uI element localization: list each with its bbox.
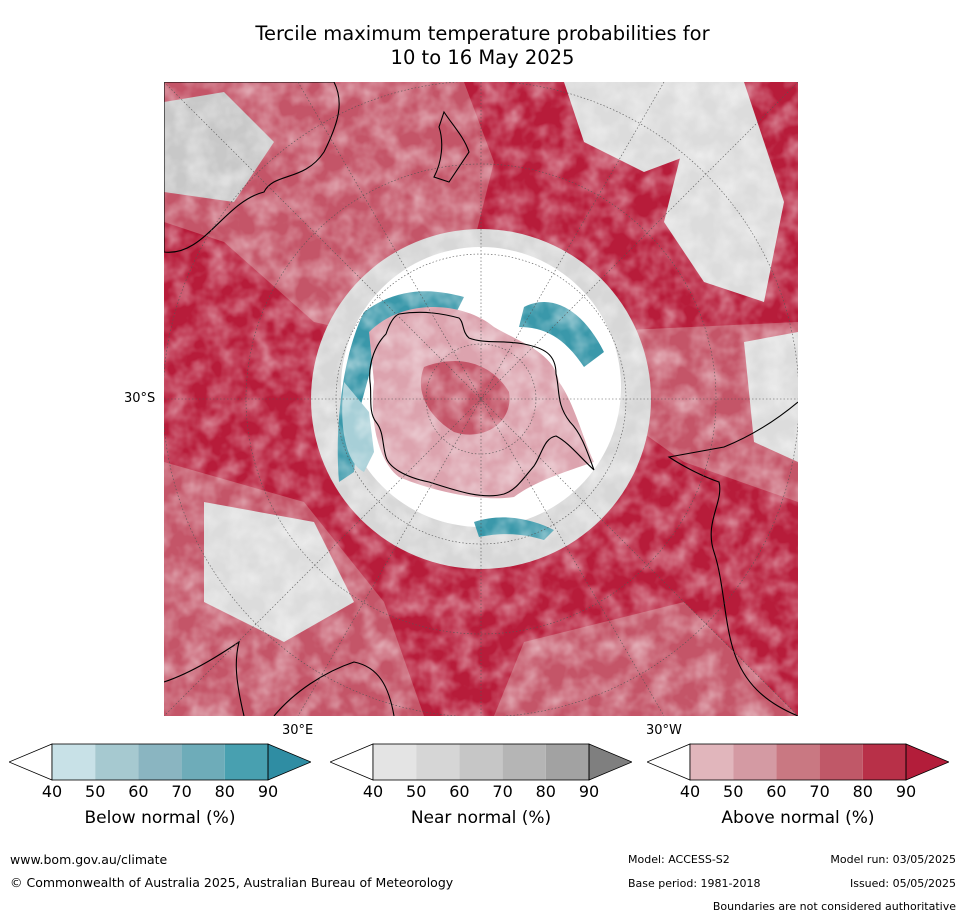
issued-text: Issued: 05/05/2025 bbox=[849, 877, 956, 890]
colorbar-tick-label: 50 bbox=[723, 782, 744, 801]
australia-outline bbox=[164, 82, 340, 253]
colorbar-near-label: Near normal (%) bbox=[410, 808, 552, 828]
longitude-label-30e: 30°E bbox=[282, 723, 314, 738]
model-text: Model: ACCESS-S2 bbox=[628, 853, 730, 866]
colorbar-tick-label: 40 bbox=[41, 782, 63, 801]
colorbar-tick-label: 80 bbox=[535, 782, 556, 801]
colorbar-segment bbox=[819, 744, 863, 780]
colorbar-frame bbox=[51, 743, 269, 781]
colorbar-below-svg bbox=[9, 743, 311, 781]
new-zealand-outline bbox=[433, 110, 470, 183]
antarctica-outline bbox=[369, 311, 595, 497]
colorbar-near-normal bbox=[330, 742, 632, 782]
colorbar-extend-high bbox=[267, 743, 311, 781]
colorbar-tick-label: 70 bbox=[809, 782, 830, 801]
colorbar-segment bbox=[502, 744, 546, 780]
title-line-2: 10 to 16 May 2025 bbox=[390, 46, 575, 69]
colorbar-segment bbox=[862, 744, 906, 780]
colorbar-tick-label: 80 bbox=[852, 782, 873, 801]
colorbar-extend-low bbox=[330, 743, 374, 781]
colorbar-segment bbox=[459, 744, 503, 780]
colorbar-segment bbox=[416, 744, 460, 780]
colorbar-tick-label: 60 bbox=[766, 782, 787, 801]
colorbar-tick-label: 60 bbox=[128, 782, 149, 801]
title-line-1: Tercile maximum temperature probabilitie… bbox=[255, 22, 710, 45]
colorbar-extend-high bbox=[905, 743, 949, 781]
africa-outline bbox=[164, 640, 245, 716]
colorbar-segment bbox=[373, 744, 417, 780]
colorbar-extend-low bbox=[647, 743, 691, 781]
graticule bbox=[164, 82, 798, 716]
chart-title: Tercile maximum temperature probabilitie… bbox=[0, 22, 965, 70]
colorbar-segment bbox=[138, 744, 182, 780]
colorbar-above-label: Above normal (%) bbox=[721, 808, 875, 828]
colorbar-segment bbox=[181, 744, 225, 780]
colorbar-tick-label: 90 bbox=[578, 782, 600, 801]
colorbar-frame bbox=[689, 743, 907, 781]
colorbar-segment bbox=[733, 744, 777, 780]
colorbar-segment bbox=[690, 744, 734, 780]
colorbar-below-label: Below normal (%) bbox=[84, 808, 236, 828]
colorbar-tick-label: 90 bbox=[257, 782, 279, 801]
colorbar-extend-low bbox=[9, 743, 53, 781]
colorbar-extend-high bbox=[588, 743, 632, 781]
base-period-text: Base period: 1981-2018 bbox=[628, 877, 761, 890]
south-america-outline bbox=[667, 401, 798, 716]
latitude-label-30s: 30°S bbox=[124, 391, 156, 406]
colorbar-above-normal bbox=[647, 742, 949, 782]
colorbar-segment bbox=[95, 744, 139, 780]
colorbar-tick-label: 60 bbox=[449, 782, 470, 801]
colorbar-tick-label: 80 bbox=[214, 782, 235, 801]
map-svg bbox=[164, 82, 798, 716]
colorbar-segment bbox=[224, 744, 268, 780]
model-run-text: Model run: 03/05/2025 bbox=[830, 853, 956, 866]
colorbar-above-svg bbox=[647, 743, 949, 781]
colorbar-tick-label: 70 bbox=[171, 782, 192, 801]
colorbar-below-normal bbox=[9, 742, 311, 782]
copyright-text: © Commonwealth of Australia 2025, Austra… bbox=[10, 875, 454, 890]
colorbar-tick-label: 90 bbox=[895, 782, 917, 801]
madagascar-outline bbox=[273, 661, 395, 716]
colorbar-tick-label: 40 bbox=[679, 782, 701, 801]
disclaimer-text: Boundaries are not considered authoritat… bbox=[712, 900, 956, 913]
colorbar-frame bbox=[372, 743, 590, 781]
website-link[interactable]: www.bom.gov.au/climate bbox=[10, 852, 168, 867]
colorbar-tick-label: 40 bbox=[362, 782, 384, 801]
colorbar-tick-label: 50 bbox=[85, 782, 106, 801]
probability-map bbox=[164, 82, 798, 716]
longitude-label-30w: 30°W bbox=[646, 723, 682, 738]
colorbar-tick-label: 50 bbox=[406, 782, 427, 801]
colorbar-near-svg bbox=[330, 743, 632, 781]
colorbar-segment bbox=[52, 744, 96, 780]
colorbar-segment bbox=[545, 744, 589, 780]
colorbar-tick-label: 70 bbox=[492, 782, 513, 801]
colorbar-segment bbox=[776, 744, 820, 780]
